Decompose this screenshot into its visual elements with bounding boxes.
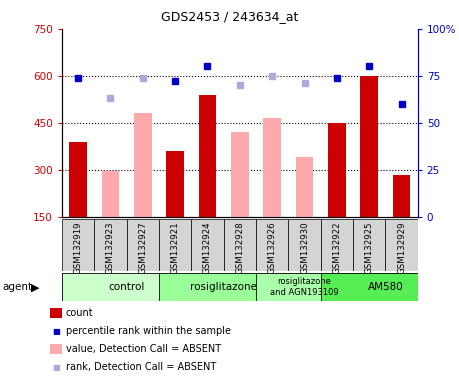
- Text: GSM132927: GSM132927: [138, 222, 147, 274]
- Text: GSM132928: GSM132928: [235, 222, 244, 274]
- Text: GSM132919: GSM132919: [73, 222, 83, 274]
- Text: GSM132925: GSM132925: [365, 222, 374, 274]
- Text: GSM132926: GSM132926: [268, 222, 277, 274]
- Bar: [62, 219, 94, 271]
- Bar: [392, 175, 410, 217]
- Bar: [62, 273, 159, 301]
- Text: ■: ■: [52, 326, 60, 336]
- Text: GSM132924: GSM132924: [203, 222, 212, 274]
- Bar: [288, 219, 321, 271]
- Bar: [199, 94, 216, 217]
- Bar: [256, 219, 288, 271]
- Bar: [134, 114, 152, 217]
- Bar: [256, 273, 321, 301]
- Text: GSM132929: GSM132929: [397, 222, 406, 274]
- Bar: [321, 273, 418, 301]
- Text: ■: ■: [52, 362, 60, 372]
- Bar: [231, 132, 249, 217]
- Text: GSM132930: GSM132930: [300, 222, 309, 274]
- Bar: [360, 76, 378, 217]
- Text: count: count: [66, 308, 93, 318]
- Text: rosiglitazone
and AGN193109: rosiglitazone and AGN193109: [270, 277, 339, 297]
- Bar: [296, 157, 313, 217]
- Bar: [159, 219, 191, 271]
- Bar: [386, 219, 418, 271]
- Text: value, Detection Call = ABSENT: value, Detection Call = ABSENT: [66, 344, 221, 354]
- Bar: [166, 151, 184, 217]
- Bar: [101, 172, 119, 217]
- Bar: [224, 219, 256, 271]
- Text: agent: agent: [2, 282, 33, 292]
- Text: GDS2453 / 243634_at: GDS2453 / 243634_at: [161, 10, 298, 23]
- Bar: [191, 219, 224, 271]
- Text: rank, Detection Call = ABSENT: rank, Detection Call = ABSENT: [66, 362, 216, 372]
- Text: GSM132923: GSM132923: [106, 222, 115, 274]
- Bar: [353, 219, 386, 271]
- Bar: [328, 123, 346, 217]
- Bar: [159, 273, 256, 301]
- Bar: [321, 219, 353, 271]
- Bar: [263, 118, 281, 217]
- Text: GSM132922: GSM132922: [332, 222, 341, 274]
- Text: ▶: ▶: [31, 282, 40, 292]
- Text: rosiglitazone: rosiglitazone: [190, 282, 257, 292]
- Bar: [69, 142, 87, 217]
- Text: control: control: [108, 282, 145, 292]
- Text: AM580: AM580: [368, 282, 403, 292]
- Text: percentile rank within the sample: percentile rank within the sample: [66, 326, 230, 336]
- Text: GSM132921: GSM132921: [171, 222, 179, 274]
- Bar: [127, 219, 159, 271]
- Bar: [94, 219, 127, 271]
